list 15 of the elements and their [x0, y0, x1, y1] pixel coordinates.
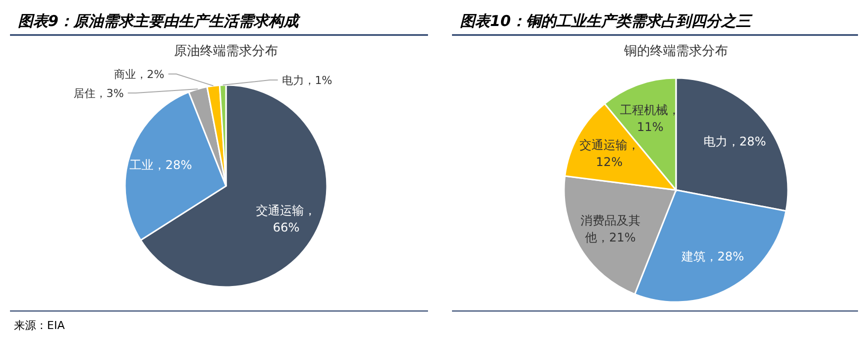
slice-label: 建筑，28%	[680, 250, 744, 264]
slice-label: 交通运输，66%	[256, 204, 316, 235]
chart-subtitle: 铜的终端需求分布	[623, 44, 728, 59]
chart-title: 图表10：铜的工业生产类需求占到四分之三	[460, 12, 753, 30]
slice-label: 工程机械，11%	[620, 102, 680, 134]
slice-label: 居住，3%	[73, 87, 124, 100]
slice-label: 电力，1%	[282, 74, 332, 87]
chart-subtitle: 原油终端需求分布	[174, 44, 278, 59]
source-note: 来源：EIA	[14, 319, 66, 332]
chart-title: 图表9：原油需求主要由生产生活需求构成	[18, 12, 300, 30]
slice-label: 消费品及其他，21%	[580, 213, 640, 244]
slice-label: 电力，28%	[703, 134, 766, 148]
slice-label: 工业，28%	[129, 158, 192, 172]
slice-label: 商业，2%	[114, 68, 164, 81]
slice-label: 交通运输，12%	[579, 138, 640, 169]
